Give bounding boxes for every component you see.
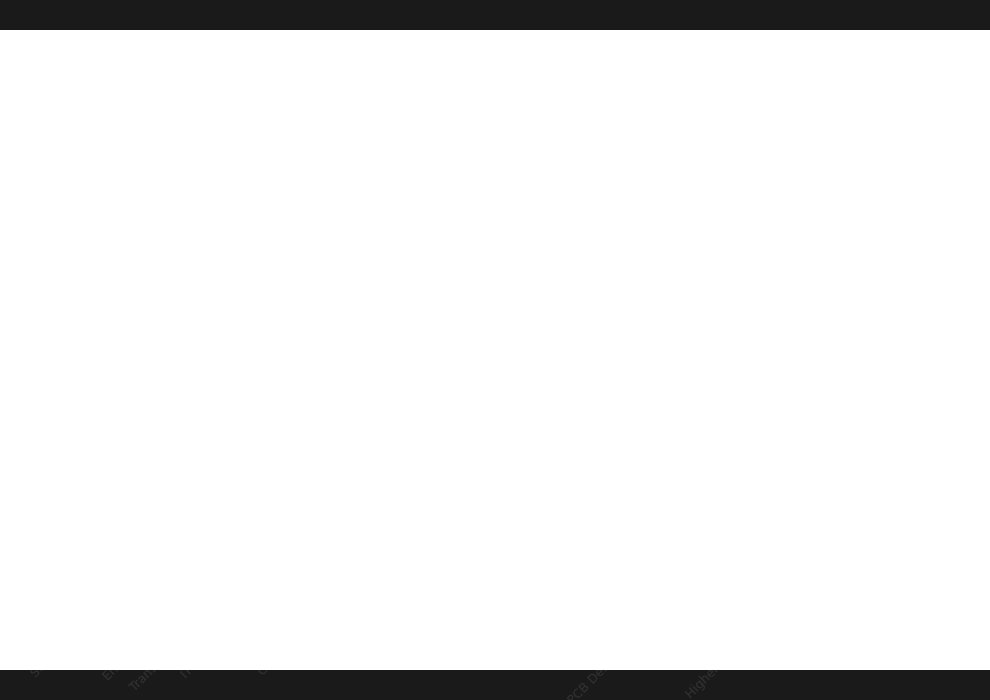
Bar — [391, 361, 414, 560]
Y-axis label: Average Conversion Rate: Average Conversion Rate — [1, 225, 16, 419]
Bar — [804, 228, 827, 560]
Title: Average Conversion Rate vs. Industry: Average Conversion Rate vs. Industry — [319, 47, 711, 67]
Bar — [353, 361, 376, 560]
Bar — [165, 419, 188, 560]
Bar — [917, 191, 940, 560]
Bar — [241, 398, 263, 560]
Bar — [316, 383, 339, 560]
Bar — [504, 336, 526, 560]
Bar — [90, 429, 113, 560]
Bar — [203, 409, 226, 560]
Bar — [429, 349, 451, 560]
Bar — [691, 286, 714, 560]
Bar — [542, 336, 563, 560]
Bar — [578, 336, 601, 560]
Bar — [616, 312, 639, 560]
Bar — [879, 215, 902, 560]
Bar — [729, 251, 751, 560]
Bar — [466, 349, 488, 560]
Bar — [128, 429, 150, 560]
Bar — [766, 251, 789, 560]
Bar — [653, 312, 676, 560]
Bar — [842, 228, 864, 560]
Bar — [278, 383, 301, 560]
